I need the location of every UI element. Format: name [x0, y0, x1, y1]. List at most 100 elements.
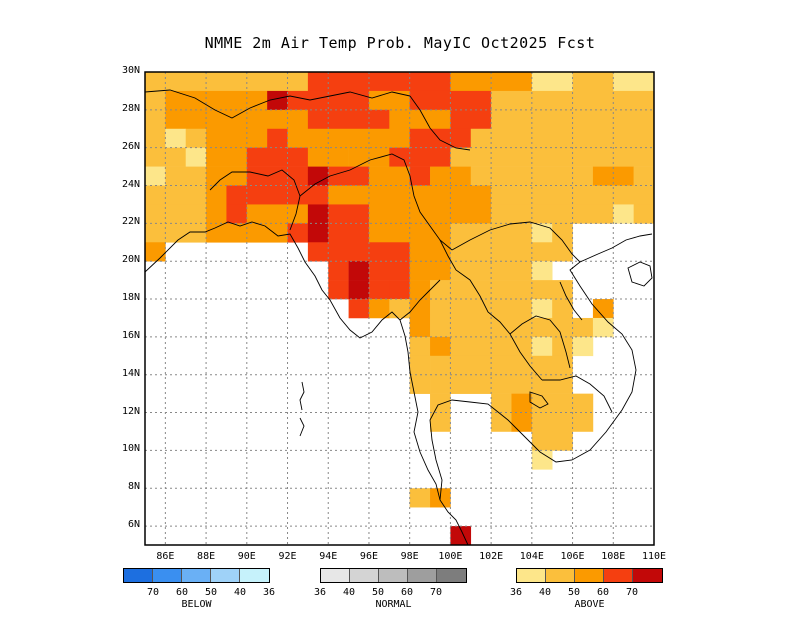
lat-tick-label: 26N — [121, 140, 140, 152]
legend-normal-label: NORMAL — [375, 599, 412, 610]
probability-cell — [409, 147, 451, 167]
probability-cell — [531, 374, 573, 394]
probability-cell — [409, 166, 431, 186]
probability-cell — [165, 223, 207, 243]
probability-cell — [552, 431, 573, 451]
probability-cell — [491, 109, 655, 130]
probability-cell — [287, 185, 329, 205]
probability-cell — [491, 223, 533, 243]
legend-tick: 60 — [400, 587, 414, 598]
probability-cell — [552, 223, 573, 243]
legend-swatch — [575, 569, 604, 582]
probability-cell — [368, 261, 410, 281]
probability-cell — [450, 185, 492, 205]
legend-swatch — [408, 569, 437, 582]
probability-cell — [531, 261, 553, 281]
probability-cell — [145, 204, 166, 224]
probability-cell — [165, 204, 207, 224]
probability-cell — [389, 280, 410, 300]
probability-cell — [470, 128, 655, 148]
legend-tick: 36 — [313, 587, 327, 598]
probability-cell — [531, 412, 553, 432]
lat-tick-label: 12N — [121, 405, 140, 417]
probability-cell — [450, 223, 492, 243]
probability-cell — [430, 299, 451, 319]
lat-tick-label: 10N — [121, 443, 140, 455]
probability-cell — [491, 261, 533, 281]
probability-cell — [592, 299, 614, 319]
probability-cell — [572, 317, 594, 338]
probability-cell — [267, 128, 288, 148]
lat-tick-label: 24N — [121, 178, 140, 190]
probability-cell — [307, 242, 370, 262]
legend-tick: 70 — [429, 587, 443, 598]
probability-cell — [409, 299, 431, 319]
probability-cell — [572, 393, 594, 413]
probability-cell — [368, 280, 390, 300]
probability-cell — [368, 223, 410, 243]
probability-cell — [511, 412, 533, 432]
legend-swatch — [379, 569, 408, 582]
legend-swatch — [437, 569, 466, 582]
legend-swatch — [517, 569, 546, 582]
probability-cell — [450, 261, 492, 281]
probability-cell — [633, 204, 655, 224]
probability-cell — [307, 166, 329, 186]
probability-cell — [328, 204, 370, 224]
probability-cell — [409, 242, 451, 262]
probability-cell — [226, 185, 288, 205]
probability-cell — [246, 147, 309, 167]
probability-cell — [633, 166, 655, 186]
probability-cell — [409, 280, 431, 300]
probability-cell — [430, 355, 512, 376]
probability-cell — [145, 90, 166, 111]
probability-cell — [185, 147, 207, 167]
probability-cell — [450, 109, 492, 130]
probability-cell — [389, 109, 451, 130]
probability-cell — [572, 72, 614, 92]
probability-cell — [409, 336, 431, 357]
coastlines-and-borders — [144, 89, 653, 546]
probability-cell — [430, 280, 451, 300]
probability-cell — [409, 185, 451, 205]
legend-tick: 40 — [538, 587, 552, 598]
probability-cell — [430, 336, 451, 357]
probability-cell — [531, 450, 553, 470]
probability-cell — [328, 185, 370, 205]
probability-cell — [491, 90, 655, 111]
lon-tick-label: 92E — [278, 551, 297, 562]
legend-swatch — [350, 569, 379, 582]
probability-cell — [145, 109, 166, 130]
probability-cell — [531, 280, 573, 300]
legend-normal: 36 40 50 60 70 NORMAL — [314, 568, 467, 610]
legend-swatch — [240, 569, 269, 582]
probability-cell — [206, 166, 248, 186]
probability-cell — [409, 488, 431, 508]
legend-swatch — [546, 569, 575, 582]
probability-cell — [145, 185, 166, 205]
probability-cell — [307, 72, 451, 92]
probability-cell — [389, 147, 410, 167]
probability-cell — [592, 317, 614, 338]
probability-cell — [348, 280, 370, 300]
probability-cell — [368, 90, 410, 111]
probability-cell — [491, 204, 533, 224]
legend-tick: 40 — [233, 587, 247, 598]
probability-cell — [409, 90, 451, 111]
probability-cell — [307, 223, 329, 243]
probability-cell — [491, 185, 655, 205]
probability-cell — [409, 223, 451, 243]
probability-cell — [430, 412, 451, 432]
lat-tick-label: 14N — [121, 367, 140, 379]
probability-cell — [491, 72, 533, 92]
probability-cell — [409, 317, 431, 338]
probability-cell — [531, 204, 573, 224]
probability-cell — [165, 109, 309, 130]
legend-tick: 36 — [509, 587, 523, 598]
probability-cell — [511, 355, 573, 376]
lon-tick-label: 94E — [319, 551, 338, 562]
probability-cell — [511, 336, 533, 357]
legend-tick: 50 — [567, 587, 581, 598]
legend-tick: 36 — [262, 587, 276, 598]
